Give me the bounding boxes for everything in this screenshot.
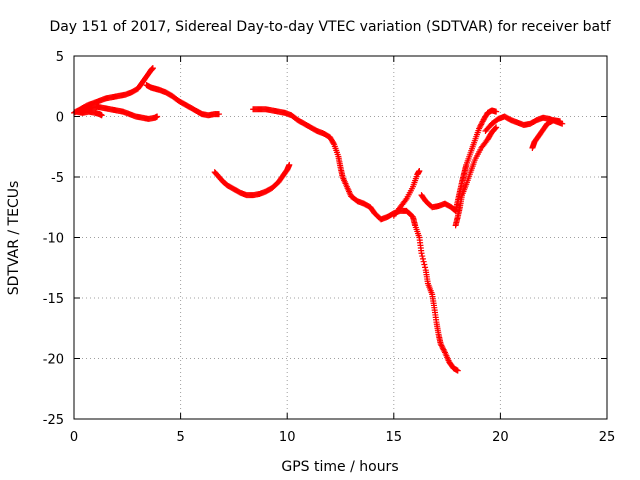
data-point bbox=[422, 264, 429, 271]
x-tick-label: 10 bbox=[279, 430, 296, 445]
data-points bbox=[71, 65, 566, 374]
data-point bbox=[154, 113, 161, 120]
data-point bbox=[493, 108, 500, 115]
y-tick-label: 5 bbox=[56, 50, 64, 65]
data-point bbox=[419, 253, 426, 260]
series-arc-g bbox=[390, 167, 423, 219]
x-tick-label: 5 bbox=[176, 430, 184, 445]
data-point bbox=[420, 258, 427, 265]
x-tick-label: 20 bbox=[492, 430, 509, 445]
x-tick-label: 15 bbox=[386, 430, 403, 445]
data-point bbox=[454, 367, 461, 374]
x-tick-label: 25 bbox=[599, 430, 616, 445]
data-point bbox=[215, 111, 222, 118]
y-tick-label: -15 bbox=[43, 292, 64, 307]
data-point bbox=[330, 140, 337, 147]
data-point bbox=[493, 124, 500, 131]
series-arc-i bbox=[452, 124, 500, 229]
x-tick-label: 0 bbox=[70, 430, 78, 445]
data-point bbox=[416, 167, 423, 174]
data-point bbox=[421, 261, 428, 268]
data-point bbox=[149, 65, 156, 72]
chart-title: Day 151 of 2017, Sidereal Day-to-day VTE… bbox=[49, 19, 611, 35]
axis-ticks: 0 5 10 15 20 25 5 0 -5 -10 -15 -20 -25 bbox=[43, 50, 616, 445]
data-point bbox=[557, 118, 564, 125]
y-axis-label: SDTVAR / TECUs bbox=[6, 181, 22, 296]
x-axis-label: GPS time / hours bbox=[281, 459, 398, 475]
data-point bbox=[492, 125, 499, 132]
series-arc-b bbox=[143, 82, 222, 119]
y-tick-label: -5 bbox=[51, 171, 64, 186]
series-arc-h bbox=[418, 107, 500, 214]
data-point bbox=[98, 112, 105, 119]
grid bbox=[74, 56, 607, 419]
y-tick-label: -25 bbox=[43, 413, 64, 428]
plot-frame bbox=[73, 55, 608, 420]
series-arc-e bbox=[211, 161, 293, 199]
data-point bbox=[418, 250, 425, 257]
data-point bbox=[286, 161, 293, 168]
series-arc-d bbox=[73, 108, 105, 119]
y-tick-label: 0 bbox=[56, 111, 64, 126]
y-tick-label: -10 bbox=[43, 232, 64, 247]
series-arc-k bbox=[529, 117, 564, 151]
y-tick-label: -20 bbox=[43, 353, 64, 368]
series-arc-f bbox=[250, 106, 461, 374]
data-point bbox=[419, 255, 426, 262]
